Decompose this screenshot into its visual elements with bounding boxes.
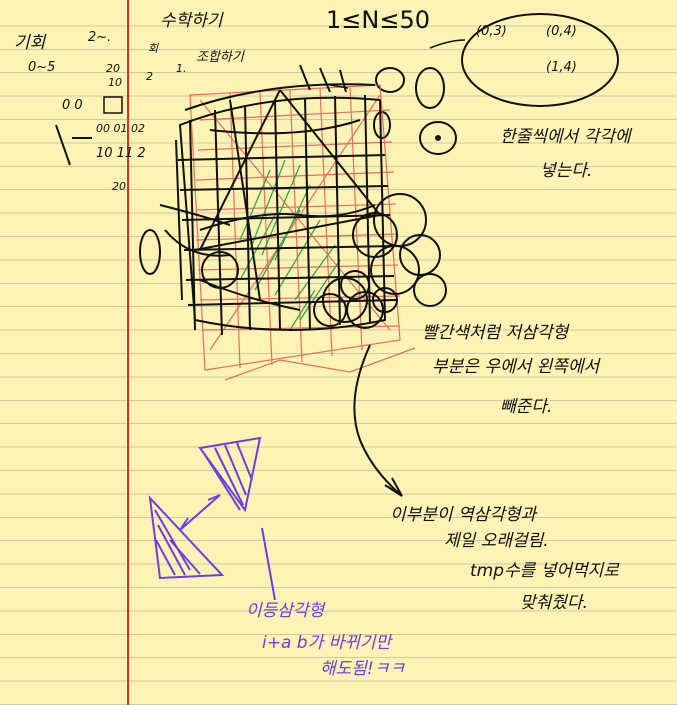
- margin-line: [127, 0, 129, 705]
- coord-0-4: (0,4): [546, 24, 577, 39]
- index-row-3: 10 11 2: [96, 146, 146, 161]
- note1-line1: 한줄씩에서 각각에: [500, 127, 631, 147]
- purple-line3: 해도됨!ㅋㅋ: [320, 659, 406, 679]
- index-small-b: 10: [108, 76, 122, 89]
- coordinate-bubble: [461, 13, 619, 107]
- label-left: 기회: [14, 33, 46, 53]
- purple-line1: 이등삼각형: [246, 601, 325, 621]
- index-small-a: 20: [106, 62, 120, 75]
- note3-line3: tmp수를 넣어먹지로: [470, 561, 619, 581]
- coord-0-3: (0,3): [476, 24, 507, 39]
- note2-line3: 빼준다.: [500, 397, 553, 417]
- purple-line2: i+a b가 바뀌기만: [262, 633, 392, 653]
- index-row-2: 00 01 02: [96, 122, 145, 135]
- note-count: 회: [148, 42, 159, 55]
- formula: 1≤N≤50: [326, 6, 430, 34]
- note1-line2: 넣는다.: [540, 161, 593, 181]
- green-hatch: [239, 159, 341, 331]
- note3-line4: 맞춰줬다.: [520, 593, 588, 613]
- note3-line2: 제일 오래걸림.: [444, 531, 549, 551]
- range-left: 0~5: [28, 60, 56, 75]
- note3-line1: 이부분이 역삼각형과: [390, 505, 537, 525]
- note2-line1: 빨간색처럼 저삼각형: [422, 323, 569, 343]
- note-combination: 조합하기: [196, 50, 244, 65]
- black-grid-scribble: [159, 64, 447, 336]
- page-title: 수학하기: [160, 11, 223, 31]
- index-small-d: 1.: [176, 62, 187, 75]
- index-row-1: 0 0: [62, 98, 83, 113]
- index-row-4: 20: [112, 180, 126, 193]
- label-mid: 2~.: [88, 30, 112, 45]
- index-small-c: 2: [146, 70, 153, 83]
- red-grid: [189, 84, 416, 381]
- note2-line2: 부분은 우에서 왼쪽에서: [432, 357, 600, 377]
- purple-triangles: [148, 436, 276, 601]
- coord-1-4: (1,4): [546, 60, 577, 75]
